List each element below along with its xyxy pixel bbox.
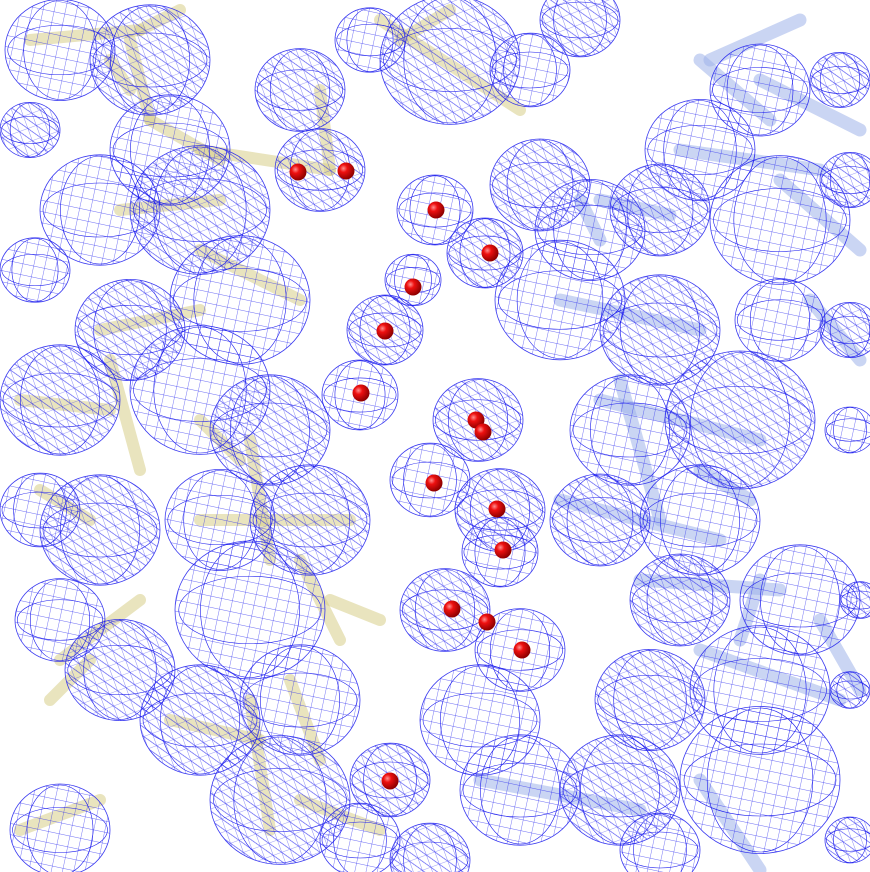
water-oxygen xyxy=(377,323,394,340)
mesh-blob xyxy=(810,52,870,107)
mesh-blob xyxy=(630,554,730,646)
water-oxygen xyxy=(482,245,499,262)
mesh-blob xyxy=(735,279,825,362)
mesh-blob xyxy=(0,238,70,302)
water-oxygen xyxy=(495,542,512,559)
water-oxygen xyxy=(426,475,443,492)
density-map-view xyxy=(0,0,870,872)
water-oxygen xyxy=(338,163,355,180)
mesh-blob xyxy=(40,475,160,585)
mesh-blob xyxy=(0,345,120,455)
water-oxygen xyxy=(514,642,531,659)
mesh-blob xyxy=(0,102,60,157)
mesh-blob xyxy=(10,784,110,872)
water-oxygen xyxy=(444,601,461,618)
water-oxygen xyxy=(290,164,307,181)
water-oxygen xyxy=(428,202,445,219)
page: (() => { const ns = 'http://www.w3.org/2… xyxy=(0,0,870,872)
water-oxygen xyxy=(353,385,370,402)
mesh-blob xyxy=(550,474,650,566)
mesh-blob xyxy=(320,803,400,872)
mesh-blob xyxy=(255,49,345,132)
mesh-blob xyxy=(825,407,870,453)
water-oxygen xyxy=(489,501,506,518)
water-oxygen xyxy=(479,614,496,631)
water-oxygen xyxy=(405,279,422,296)
mesh-blob xyxy=(680,706,840,853)
mesh-blob xyxy=(830,672,870,709)
mesh-blob xyxy=(825,817,870,863)
water-oxygen xyxy=(382,773,399,790)
water-oxygen xyxy=(475,424,492,441)
mesh-blob xyxy=(610,164,710,256)
